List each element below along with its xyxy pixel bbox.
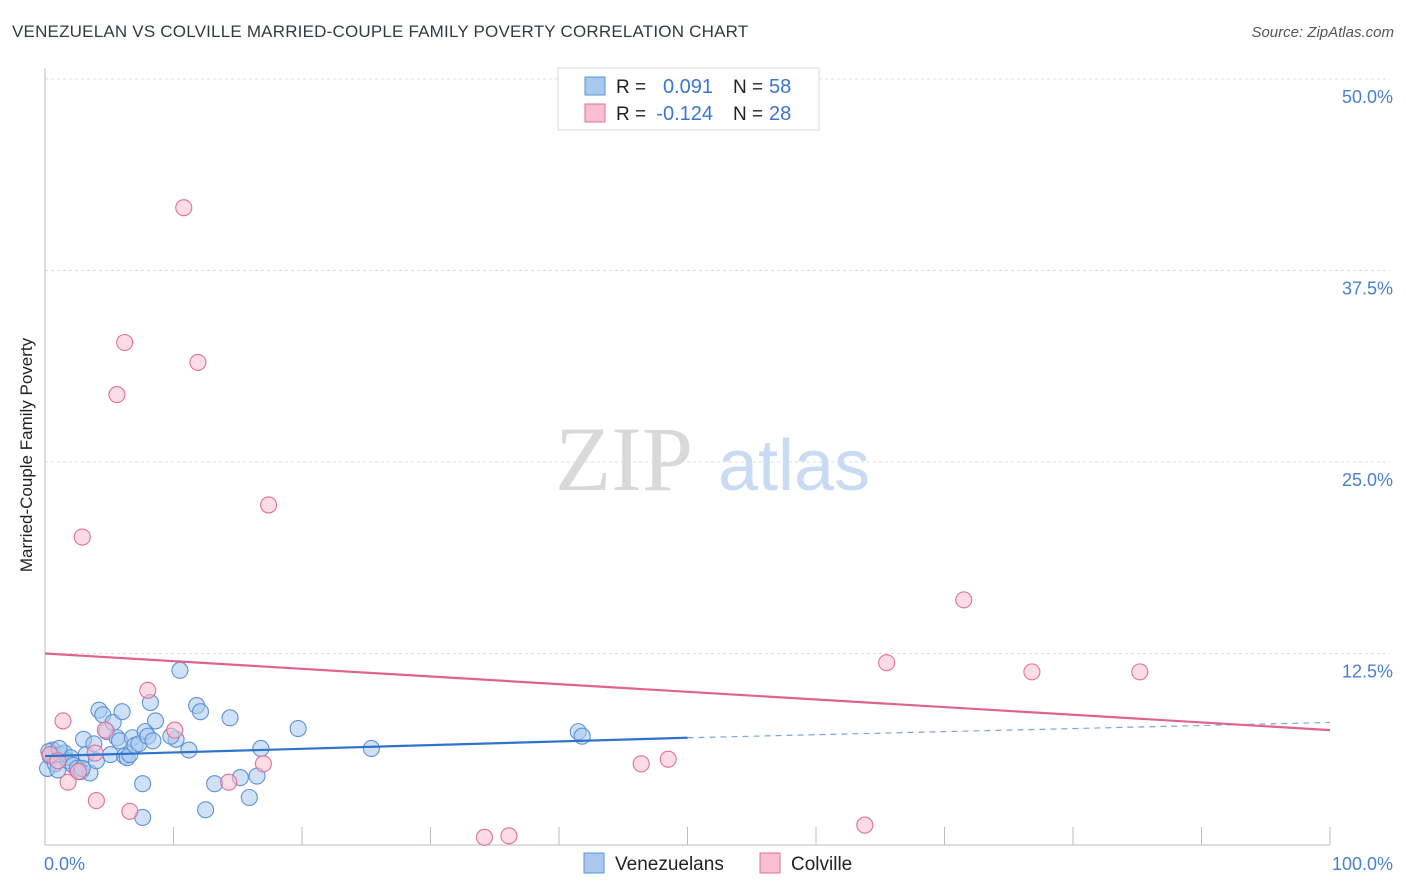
data-point [54, 712, 72, 730]
data-point [87, 792, 105, 810]
data-point [69, 762, 87, 781]
legend-label: Venezuelans [615, 854, 724, 875]
data-point [632, 755, 650, 773]
y-tick-label: 12.5% [1342, 662, 1393, 682]
legend-r-value: 0.091 [663, 76, 713, 98]
data-point [1023, 663, 1041, 681]
data-point [121, 802, 139, 820]
data-point [171, 661, 189, 679]
y-tick-label: 37.5% [1342, 279, 1393, 299]
data-point [146, 712, 165, 730]
legend-swatch [584, 76, 606, 96]
data-point [254, 755, 273, 773]
data-point [113, 703, 131, 721]
data-point [221, 709, 239, 727]
data-point [260, 496, 278, 514]
source-label: Source: ZipAtlas.com [1251, 24, 1394, 41]
x-tick-label: 0.0% [44, 854, 85, 874]
data-point [1131, 663, 1149, 681]
data-point [878, 654, 896, 672]
legend-bottom: Venezuelans Colville [583, 852, 852, 875]
legend-swatch [584, 103, 606, 123]
legend-r-value: -0.124 [656, 103, 713, 125]
x-tick-label: 100.0% [1332, 854, 1393, 874]
data-point [86, 744, 104, 762]
chart-title: VENEZUELAN VS COLVILLE MARRIED-COUPLE FA… [12, 22, 749, 41]
trend-line-colville [44, 652, 1331, 732]
data-point [955, 591, 973, 609]
data-point [252, 739, 270, 758]
data-point [166, 721, 184, 739]
trend-line-venezuelans-extension [687, 721, 1331, 739]
data-point [139, 681, 157, 699]
data-point [475, 828, 494, 846]
data-point [116, 333, 134, 352]
series-colville [41, 199, 1149, 846]
data-point [197, 801, 215, 819]
data-point [96, 721, 114, 739]
data-point [59, 773, 77, 791]
legend-r-label: R = [616, 77, 646, 98]
legend-swatch [583, 852, 605, 874]
trend-line-venezuelans [44, 736, 688, 758]
data-point [191, 703, 210, 721]
data-point [108, 386, 126, 404]
data-point [189, 353, 207, 371]
legend-swatch [759, 852, 781, 874]
data-point [220, 773, 238, 791]
data-point [659, 750, 677, 768]
data-point [362, 739, 380, 758]
data-point [175, 199, 193, 217]
legend-r-label: R = [616, 104, 646, 125]
data-point [289, 720, 307, 738]
legend-label: Colville [791, 854, 852, 875]
legend-n-value: 28 [769, 103, 791, 125]
data-point [500, 827, 518, 845]
data-point [206, 775, 224, 793]
data-point [856, 816, 874, 834]
legend-n-value: 58 [769, 76, 791, 98]
data-point [240, 788, 258, 807]
watermark-zip: ZIP [555, 408, 693, 510]
data-point [180, 741, 198, 759]
y-tick-label: 25.0% [1342, 470, 1393, 490]
legend-n-label: N = [733, 104, 763, 125]
data-point [134, 775, 152, 793]
watermark-atlas: atlas [718, 426, 870, 506]
data-point [144, 732, 162, 750]
legend-top: R = 0.091 N = 58 R = -0.124 N = 28 [557, 67, 820, 131]
y-tick-label: 50.0% [1342, 87, 1393, 107]
data-point [73, 528, 91, 546]
legend-n-label: N = [733, 77, 763, 98]
